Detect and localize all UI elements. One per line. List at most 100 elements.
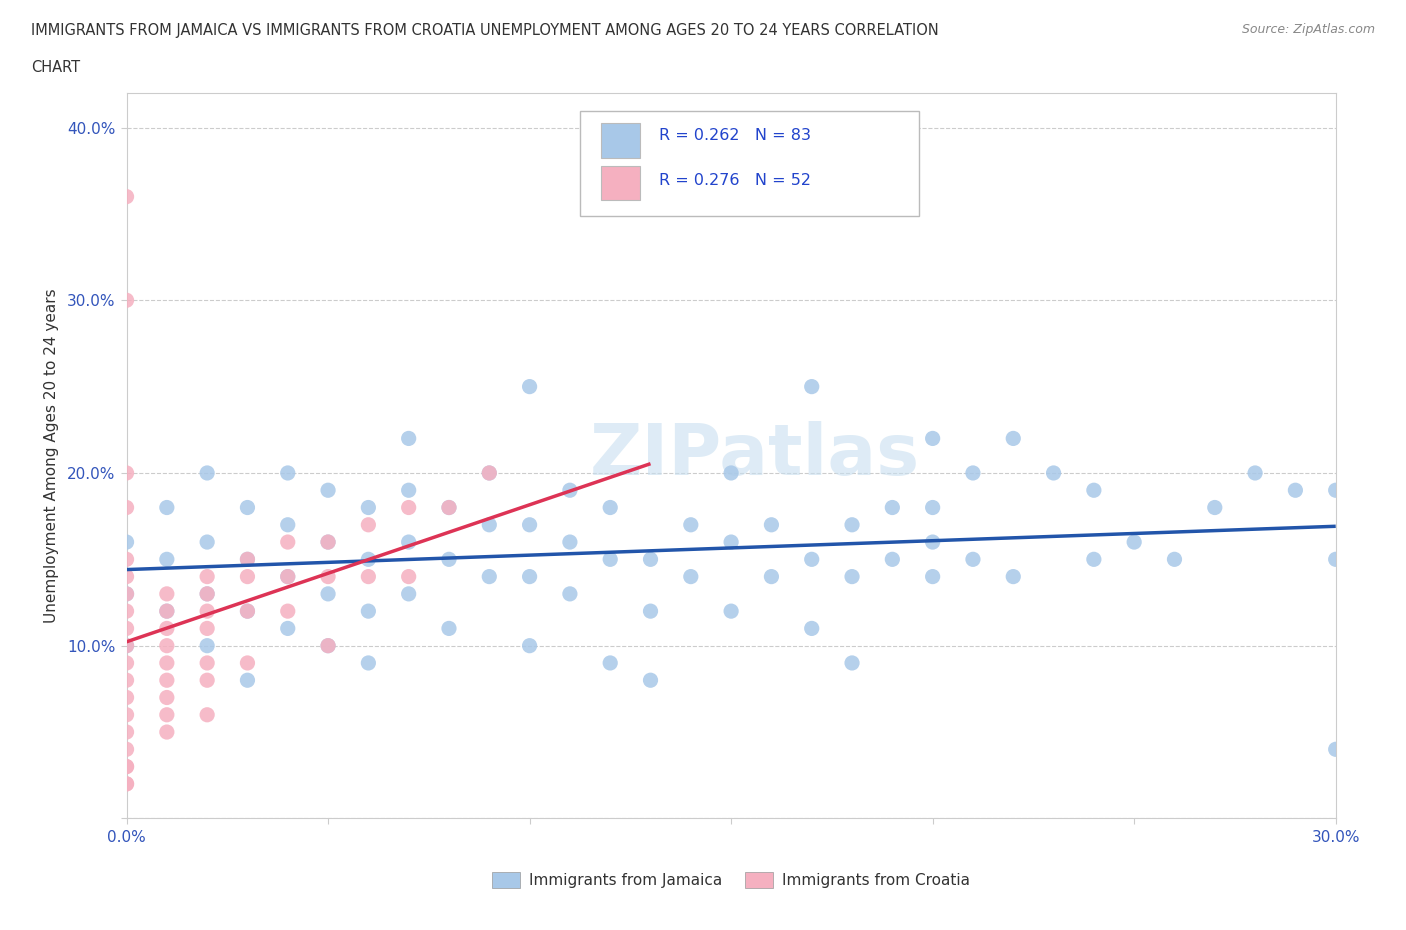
Point [156,621,179,636]
Point [962,551,984,566]
Point [1083,483,1105,498]
Point [800,379,823,394]
Point [277,517,299,532]
Point [640,551,662,566]
Point [115,587,138,602]
Point [437,500,460,515]
Point [1083,551,1105,566]
Point [478,466,501,481]
Point [519,638,541,653]
Point [115,500,138,515]
Point [1163,551,1185,566]
Point [841,569,863,584]
Point [357,517,380,532]
Point [398,431,420,445]
Point [236,500,259,515]
Point [640,604,662,618]
Point [195,604,218,618]
Point [761,569,783,584]
Point [478,517,501,532]
Text: CHART: CHART [31,60,80,75]
Point [519,569,541,584]
Point [156,690,179,705]
Point [357,604,380,618]
Point [599,500,621,515]
Point [115,638,138,653]
Point [195,569,218,584]
Point [921,500,943,515]
Point [1123,535,1146,550]
Point [558,483,581,498]
Point [1042,466,1064,481]
Point [156,500,179,515]
Point [195,708,218,723]
Point [800,621,823,636]
Point [195,638,218,653]
FancyBboxPatch shape [581,112,918,217]
Point [316,569,339,584]
Point [357,500,380,515]
Point [195,466,218,481]
Point [398,569,420,584]
Point [921,431,943,445]
Point [115,604,138,618]
Point [115,293,138,308]
Point [316,587,339,602]
Legend: Immigrants from Jamaica, Immigrants from Croatia: Immigrants from Jamaica, Immigrants from… [486,866,976,894]
Point [720,535,742,550]
Point [195,535,218,550]
Point [357,656,380,671]
Point [156,724,179,739]
Point [115,759,138,774]
Point [316,638,339,653]
Point [277,621,299,636]
Point [1002,569,1025,584]
Bar [600,124,641,158]
Point [115,672,138,687]
Point [357,551,380,566]
Point [277,535,299,550]
Point [156,587,179,602]
Point [195,656,218,671]
Point [519,517,541,532]
Point [156,604,179,618]
Point [115,535,138,550]
Point [398,483,420,498]
Point [437,621,460,636]
Point [236,672,259,687]
Point [316,483,339,498]
Point [195,672,218,687]
Point [115,742,138,757]
Point [921,569,943,584]
Point [236,656,259,671]
Point [1324,483,1347,498]
Point [115,551,138,566]
Point [1284,483,1306,498]
Text: R = 0.276   N = 52: R = 0.276 N = 52 [658,173,811,188]
Point [921,535,943,550]
Text: R = 0.262   N = 83: R = 0.262 N = 83 [658,127,811,142]
Point [761,517,783,532]
Point [277,466,299,481]
Point [841,656,863,671]
Point [115,569,138,584]
Point [115,777,138,791]
Point [236,604,259,618]
Point [115,724,138,739]
Point [1002,431,1025,445]
Point [316,535,339,550]
Point [156,638,179,653]
Point [882,500,904,515]
Point [156,708,179,723]
Point [115,621,138,636]
Point [195,621,218,636]
Point [640,672,662,687]
Point [398,587,420,602]
Point [398,535,420,550]
Point [115,466,138,481]
Point [236,604,259,618]
Point [882,551,904,566]
Point [962,466,984,481]
Bar [600,166,641,200]
Point [236,551,259,566]
